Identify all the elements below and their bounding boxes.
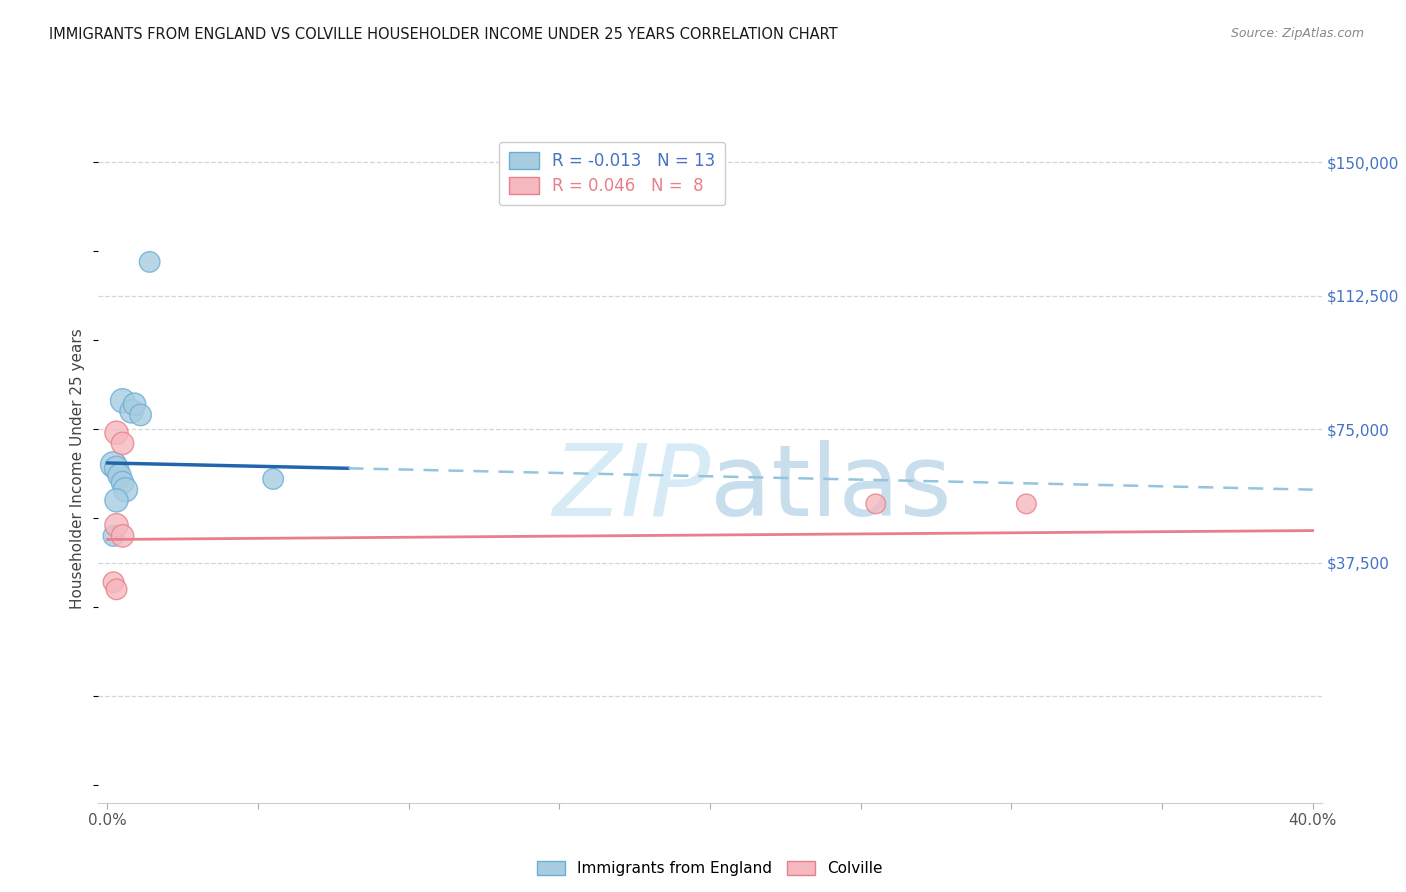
Point [105,518,128,533]
Point [103,458,125,472]
Point [103,529,125,543]
Point [105,461,128,475]
Point [129,408,152,422]
Point [111,393,134,408]
Text: Source: ZipAtlas.com: Source: ZipAtlas.com [1230,27,1364,40]
Point [105,425,128,440]
Text: ZIP: ZIP [551,440,710,537]
Point [111,475,134,490]
Point [105,582,128,597]
Point [1015,497,1038,511]
Point [108,468,131,483]
Point [121,404,143,418]
Point [865,497,887,511]
Point [105,493,128,508]
Point [138,255,160,269]
Text: IMMIGRANTS FROM ENGLAND VS COLVILLE HOUSEHOLDER INCOME UNDER 25 YEARS CORRELATIO: IMMIGRANTS FROM ENGLAND VS COLVILLE HOUS… [49,27,838,42]
Point [111,529,134,543]
Point [111,436,134,450]
Point [114,483,136,497]
Point [124,397,146,411]
Text: atlas: atlas [710,440,952,537]
Legend: Immigrants from England, Colville: Immigrants from England, Colville [531,855,889,882]
Y-axis label: Householder Income Under 25 years: Householder Income Under 25 years [70,328,86,608]
Point [103,575,125,590]
Point [262,472,284,486]
